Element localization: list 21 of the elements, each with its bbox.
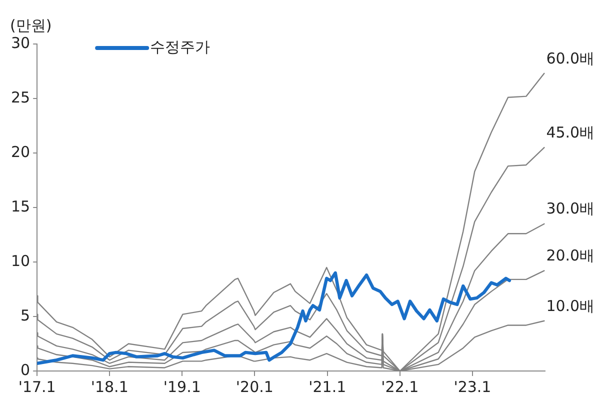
- y-tick-label: 0: [20, 360, 30, 379]
- series-label: 10.0배: [546, 296, 595, 315]
- y-tick-label: 20: [10, 142, 30, 161]
- series-label: 20.0배: [546, 246, 595, 265]
- x-tick-label: '23.1: [454, 378, 492, 396]
- x-tick-label: '18.1: [90, 378, 128, 396]
- x-tick-label: '17.1: [18, 378, 56, 396]
- y-tick-label: 10: [10, 252, 30, 270]
- x-tick-label: '21.1: [308, 378, 346, 396]
- y-tick-label: 25: [10, 88, 30, 106]
- legend-label: 수정주가: [150, 38, 210, 56]
- y-axis-title: (만원): [10, 16, 52, 34]
- series-label: 30.0배: [546, 200, 595, 218]
- x-tick-label: '19.1: [163, 378, 201, 396]
- series-label: 45.0배: [546, 123, 595, 142]
- series-label: 60.0배: [546, 49, 595, 68]
- y-tick-label: 5: [20, 306, 30, 324]
- x-tick-label: '22.1: [381, 378, 419, 396]
- x-tick-label: '20.1: [236, 378, 274, 396]
- y-tick-label: 30: [10, 34, 30, 52]
- y-tick-label: 15: [10, 197, 30, 216]
